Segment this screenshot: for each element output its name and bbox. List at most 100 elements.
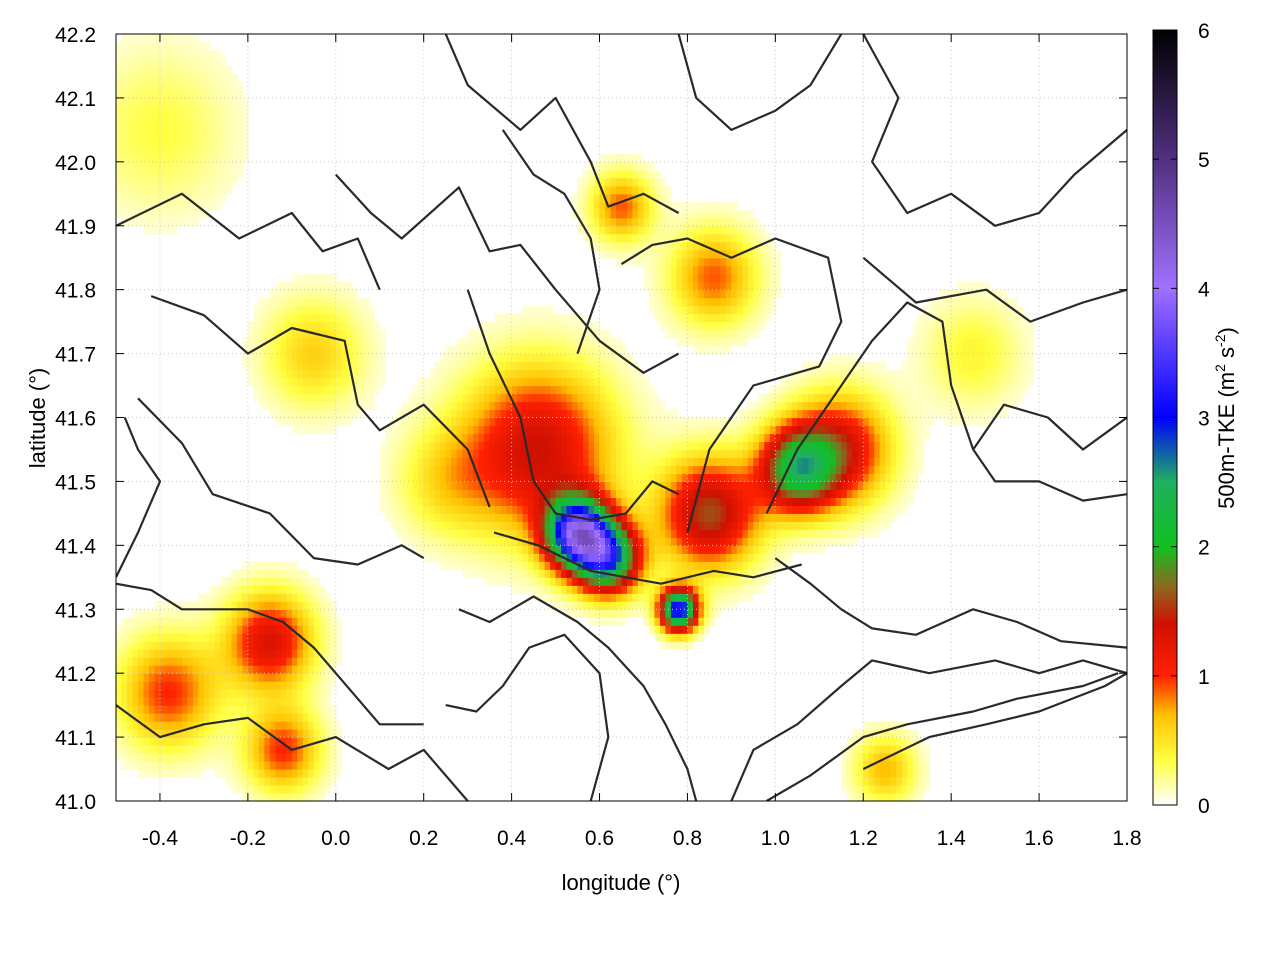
- tke-cell: [137, 665, 145, 674]
- tke-cell: [165, 113, 172, 123]
- tke-cell: [605, 393, 612, 403]
- tke-cell: [297, 369, 304, 379]
- tke-cell: [440, 545, 447, 554]
- tke-cell: [116, 97, 123, 107]
- tke-cell: [280, 697, 287, 706]
- tke-cell: [132, 625, 139, 634]
- tke-cell: [264, 689, 271, 698]
- tke-cell: [116, 713, 123, 722]
- tke-cell: [522, 473, 529, 483]
- tke-cell: [753, 473, 760, 483]
- tke-cell: [126, 193, 134, 203]
- tke-cell: [407, 433, 414, 443]
- tke-cell: [319, 681, 326, 690]
- tke-cell: [566, 377, 573, 387]
- tke-cell: [566, 497, 573, 506]
- tke-cell: [566, 433, 573, 443]
- tke-cell: [176, 137, 183, 147]
- tke-cell: [594, 465, 601, 475]
- tke-cell: [368, 337, 375, 347]
- tke-cell: [698, 417, 705, 427]
- tke-cell: [247, 609, 254, 618]
- tke-cell: [467, 377, 474, 387]
- tke-cell: [709, 497, 716, 506]
- tke-cell: [269, 753, 276, 762]
- tke-cell: [742, 249, 749, 259]
- tke-cell: [308, 721, 315, 730]
- tke-cell: [148, 681, 156, 690]
- tke-cell: [159, 705, 167, 714]
- tke-cell: [473, 553, 480, 562]
- tke-cell: [835, 393, 842, 403]
- tke-cell: [681, 529, 689, 538]
- tke-cell: [841, 393, 848, 403]
- tke-cell: [247, 681, 254, 690]
- tke-cell: [176, 73, 183, 83]
- tke-cell: [572, 577, 579, 586]
- tke-cell: [159, 105, 167, 115]
- tke-cell: [616, 497, 623, 506]
- tke-cell: [341, 409, 348, 419]
- tke-cell: [137, 625, 145, 634]
- tke-cell: [484, 529, 491, 538]
- tke-cell: [605, 345, 612, 355]
- tke-cell: [610, 497, 617, 506]
- tke-cell: [522, 465, 529, 475]
- tke-cell: [242, 601, 249, 610]
- tke-cell: [522, 561, 529, 570]
- tke-cell: [363, 345, 370, 355]
- tke-cell: [742, 593, 749, 602]
- tke-cell: [791, 385, 798, 395]
- tke-cell: [137, 81, 145, 91]
- tke-cell: [148, 761, 156, 770]
- tke-cell: [654, 297, 661, 307]
- tke-cell: [687, 569, 694, 578]
- tke-cell: [599, 209, 606, 219]
- tke-cell: [643, 449, 650, 459]
- tke-cell: [687, 337, 694, 347]
- tke-cell: [220, 609, 227, 618]
- tke-cell: [302, 569, 309, 578]
- tke-cell: [791, 377, 798, 387]
- tke-cell: [148, 209, 156, 219]
- tke-cell: [137, 34, 145, 43]
- tke-cell: [495, 361, 502, 371]
- tke-cell: [539, 305, 546, 315]
- tke-cell: [703, 281, 711, 291]
- tke-cell: [434, 433, 441, 443]
- tke-cell: [209, 585, 216, 594]
- tke-cell: [368, 385, 375, 395]
- tke-cell: [626, 217, 634, 227]
- tke-cell: [137, 673, 145, 682]
- tke-cell: [148, 201, 156, 211]
- tke-cell: [137, 689, 145, 698]
- tke-cell: [544, 489, 551, 498]
- tke-cell: [253, 617, 260, 626]
- tke-cell: [632, 185, 639, 195]
- tke-cell: [599, 169, 606, 179]
- tke-cell: [473, 337, 480, 347]
- tke-cell: [363, 329, 370, 339]
- tke-cell: [280, 353, 287, 363]
- tke-cell: [572, 497, 579, 506]
- tke-cell: [659, 225, 667, 235]
- tke-cell: [313, 713, 320, 722]
- tke-cell: [313, 665, 320, 674]
- tke-cell: [517, 401, 524, 411]
- tke-cell: [550, 537, 557, 546]
- tke-cell: [429, 449, 436, 459]
- tke-cell: [231, 97, 238, 107]
- tke-cell: [764, 497, 771, 506]
- tke-cell: [670, 473, 678, 483]
- tke-cell: [280, 721, 287, 730]
- tke-cell: [121, 105, 128, 115]
- tke-cell: [220, 161, 227, 171]
- tke-cell: [489, 345, 496, 355]
- tke-cell: [247, 721, 254, 730]
- tke-cell: [852, 753, 859, 762]
- tke-cell: [253, 681, 260, 690]
- tke-cell: [489, 553, 496, 562]
- tke-cell: [753, 401, 760, 411]
- tke-cell: [830, 377, 837, 387]
- tke-cell: [181, 201, 189, 211]
